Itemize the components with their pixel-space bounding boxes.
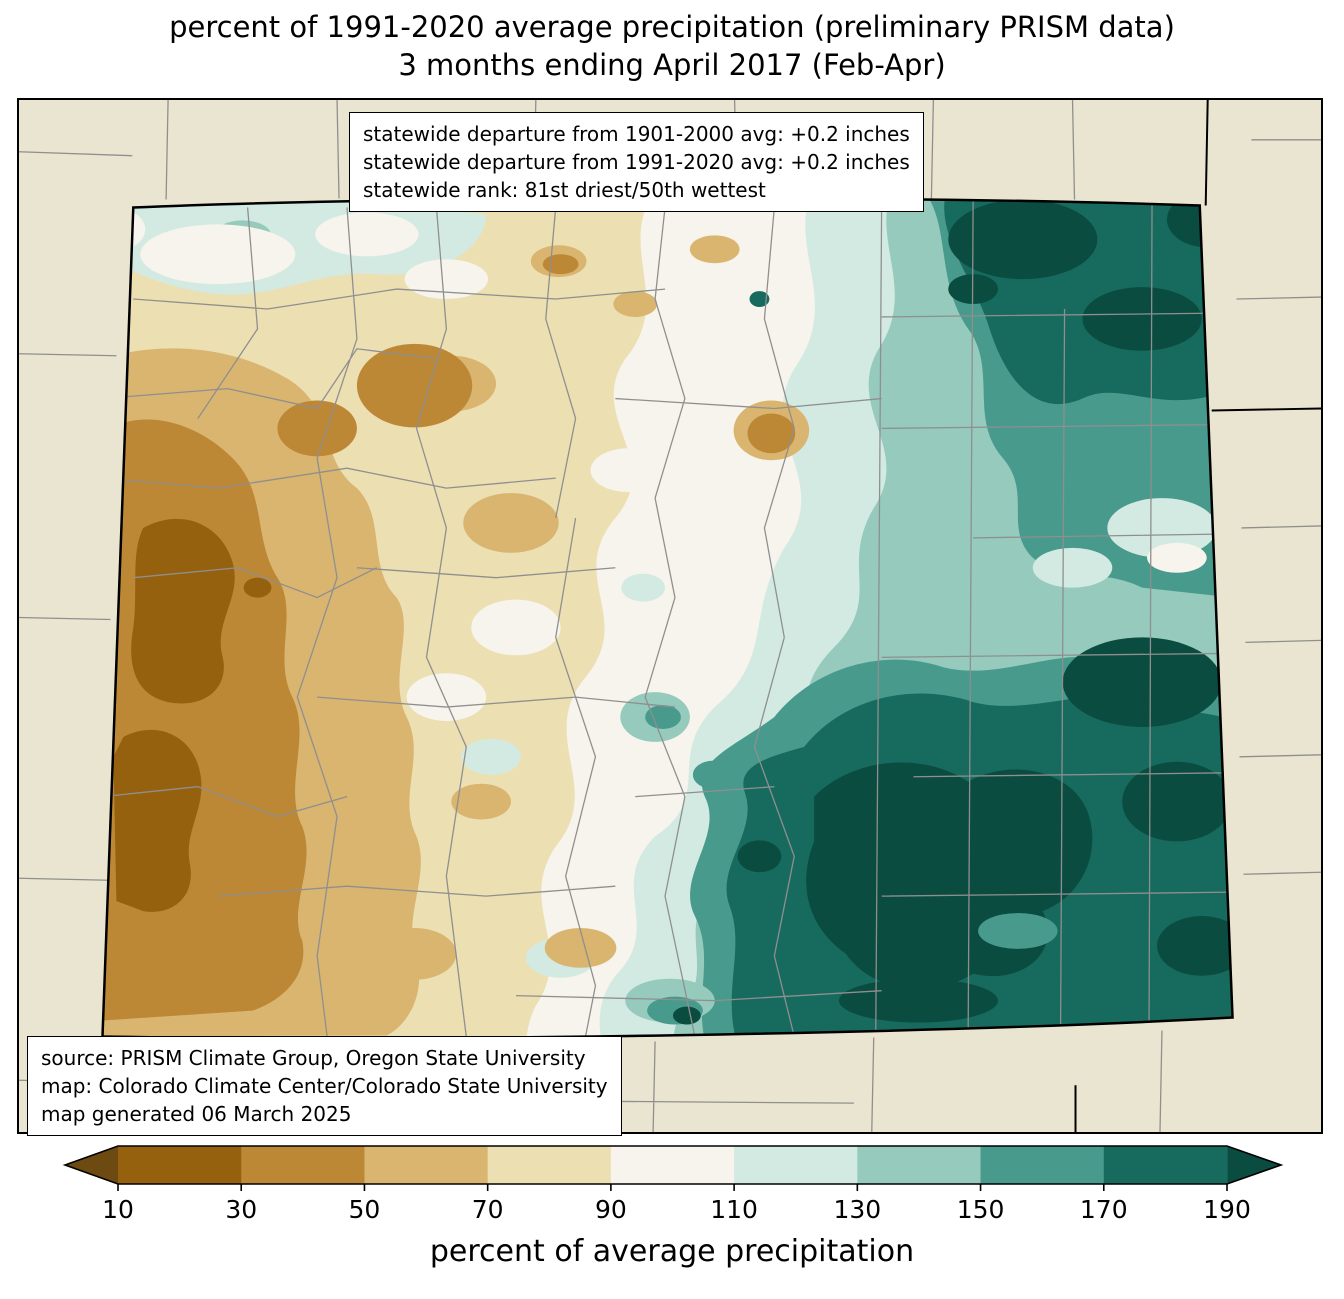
svg-text:110: 110 [710,1195,758,1224]
svg-text:10: 10 [102,1195,134,1224]
statewide-stats-box: statewide departure from 1901-2000 avg: … [349,112,924,212]
neighbor-state-lines [1074,100,1321,1132]
colorado-precipitation-map [19,100,1321,1132]
precip-fill-layers [102,198,1233,1039]
svg-text:70: 70 [472,1195,504,1224]
svg-text:170: 170 [1080,1195,1128,1224]
svg-text:130: 130 [833,1195,881,1224]
source-credit-box: source: PRISM Climate Group, Oregon Stat… [27,1036,622,1136]
svg-text:50: 50 [349,1195,381,1224]
stats-line-departure-1991: statewide departure from 1991-2020 avg: … [363,150,910,174]
figure-title: percent of 1991-2020 average precipitati… [0,8,1344,85]
figure-title-line2: 3 months ending April 2017 (Feb-Apr) [398,48,946,83]
map-panel: statewide departure from 1901-2000 avg: … [17,98,1323,1136]
svg-text:150: 150 [957,1195,1005,1224]
colorbar-label: percent of average precipitation [429,1234,915,1269]
county-lines [102,198,1233,1037]
figure-title-line1: percent of 1991-2020 average precipitati… [169,10,1175,44]
svg-text:30: 30 [225,1195,257,1224]
stats-line-departure-1901: statewide departure from 1901-2000 avg: … [363,122,910,146]
generated-date-line: map generated 06 March 2025 [41,1102,352,1126]
stats-line-rank: statewide rank: 81st driest/50th wettest [363,178,766,202]
map-credit-line: map: Colorado Climate Center/Colorado St… [41,1074,608,1098]
source-line: source: PRISM Climate Group, Oregon Stat… [41,1046,586,1070]
svg-text:190: 190 [1203,1195,1251,1224]
svg-text:90: 90 [595,1195,627,1224]
colorbar: 10 30 50 70 90 110 130 150 170 190 [0,1142,1344,1238]
